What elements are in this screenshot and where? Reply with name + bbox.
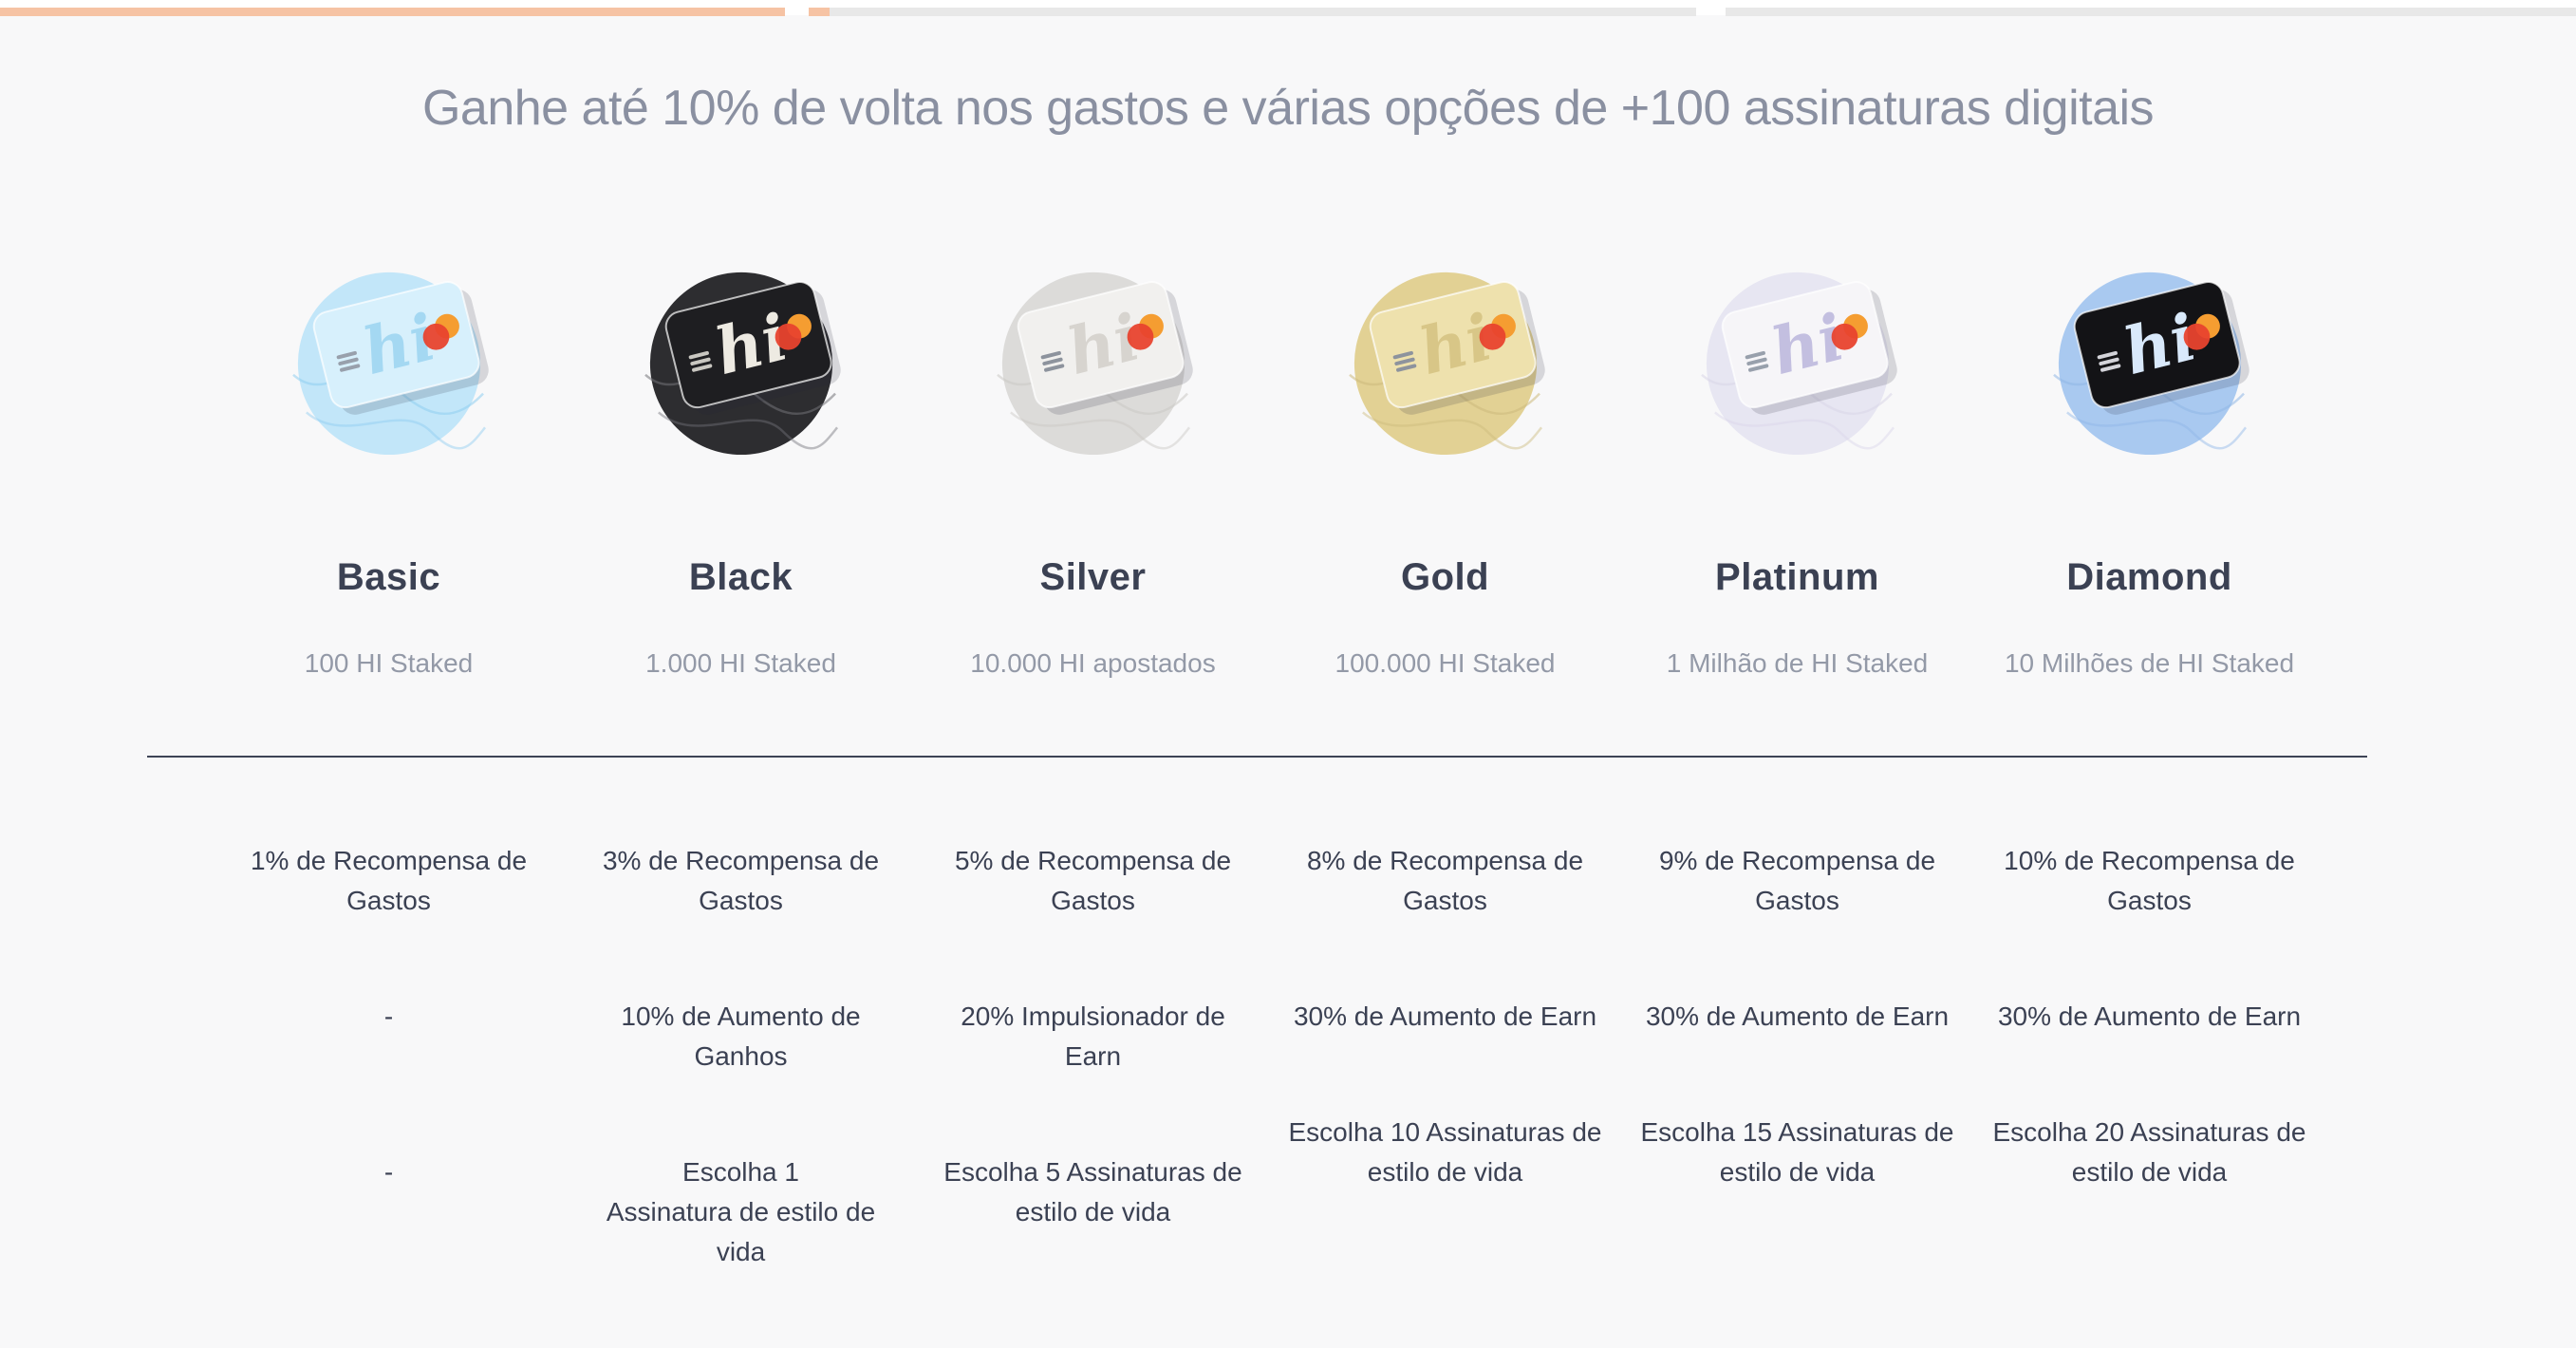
carousel-progress-segment-1[interactable]	[0, 8, 785, 16]
benefit-subscriptions: -	[383, 1157, 394, 1187]
tier-name: Gold	[1400, 556, 1490, 598]
mastercard-icon	[775, 313, 812, 350]
basic-card-icon: hi	[291, 271, 489, 456]
card-chip-icon	[2097, 350, 2120, 372]
card-chip-icon	[336, 350, 360, 372]
carousel-progress-fill	[809, 8, 831, 16]
tier-name: Platinum	[1715, 556, 1879, 598]
benefit-spend-reward: 9% de Recompensa de Gastos	[1658, 846, 1936, 915]
carousel-progress-bar	[0, 0, 2576, 16]
mastercard-icon	[2183, 313, 2220, 350]
card-chip-icon	[688, 350, 712, 372]
card-chip-icon	[1040, 350, 1064, 372]
tier-column-silver: hi Silver 10.000 HI apostados	[917, 258, 1269, 678]
tier-staked-amount: 1 Milhão de HI Staked	[1666, 648, 1929, 678]
tier-staked-amount: 10 Milhões de HI Staked	[2004, 648, 2295, 678]
tier-staked-amount: 100.000 HI Staked	[1335, 648, 1556, 678]
platinum-card-icon: hi	[1700, 271, 1897, 456]
benefit-spend-reward: 3% de Recompensa de Gastos	[602, 846, 880, 915]
benefit-subscriptions: Escolha 10 Assinaturas de estilo de vida	[1288, 1117, 1602, 1187]
gold-card-icon: hi	[1348, 271, 1545, 456]
tier-staked-amount: 10.000 HI apostados	[970, 648, 1216, 678]
benefit-subscriptions: Escolha 5 Assinaturas de estilo de vida	[943, 1157, 1242, 1226]
benefit-spend-reward: 1% de Recompensa de Gastos	[250, 846, 528, 915]
benefit-earn-boost: 30% de Aumento de Earn	[1293, 1002, 1597, 1031]
benefit-subscriptions: Escolha 20 Assinaturas de estilo de vida	[1992, 1117, 2306, 1187]
benefits-column-black: 3% de Recompensa de Gastos 10% de Aument…	[565, 841, 917, 1348]
tier-staked-amount: 1.000 HI Staked	[645, 648, 836, 678]
carousel-progress-segment-2[interactable]	[809, 8, 1696, 16]
mastercard-icon	[1127, 313, 1164, 350]
card-chip-icon	[1745, 350, 1768, 372]
benefit-earn-boost: 10% de Aumento de Ganhos	[621, 1002, 861, 1071]
benefit-earn-boost: 20% Impulsionador de Earn	[961, 1002, 1225, 1071]
benefit-spend-reward: 5% de Recompensa de Gastos	[954, 846, 1232, 915]
benefits-column-platinum: 9% de Recompensa de Gastos 30% de Aument…	[1621, 841, 1973, 1268]
tier-column-basic: hi Basic 100 HI Staked	[213, 258, 565, 678]
tier-column-gold: hi Gold 100.000 HI Staked	[1269, 258, 1621, 678]
carousel-progress-fill	[0, 8, 785, 16]
benefit-subscriptions: Escolha 1 Assinatura de estilo de vida	[606, 1157, 876, 1266]
mastercard-icon	[422, 313, 459, 350]
page-title: Ganhe até 10% de volta nos gastos e vári…	[421, 81, 2155, 136]
tier-name: Basic	[336, 556, 441, 598]
benefit-spend-reward: 8% de Recompensa de Gastos	[1306, 846, 1584, 915]
tiers-header-row: hi Basic 100 HI Staked	[213, 258, 2325, 678]
diamond-card-icon: hi	[2052, 271, 2249, 456]
benefit-spend-reward: 10% de Recompensa de Gastos	[2004, 846, 2295, 915]
tier-column-platinum: hi Platinum 1 Milhão de HI Staked	[1621, 258, 1973, 678]
tier-staked-amount: 100 HI Staked	[304, 648, 474, 678]
benefit-earn-boost: 30% de Aumento de Earn	[1645, 1002, 1950, 1031]
tier-name: Silver	[1039, 556, 1147, 598]
tier-column-diamond: hi Diamond 10 Milhões de HI Staked	[1973, 258, 2325, 678]
benefits-column-silver: 5% de Recompensa de Gastos 20% Impulsion…	[917, 841, 1269, 1308]
black-card-icon: hi	[644, 271, 841, 456]
card-chip-icon	[1392, 350, 1416, 372]
benefit-earn-boost: -	[383, 1002, 394, 1031]
silver-card-icon: hi	[996, 271, 1193, 456]
benefit-earn-boost: 30% de Aumento de Earn	[1997, 1002, 2302, 1031]
benefits-column-diamond: 10% de Recompensa de Gastos 30% de Aumen…	[1973, 841, 2325, 1268]
section-divider	[147, 756, 2367, 758]
tier-name: Black	[688, 556, 793, 598]
benefit-subscriptions: Escolha 15 Assinaturas de estilo de vida	[1640, 1117, 1954, 1187]
carousel-progress-segment-3[interactable]	[1726, 8, 2576, 16]
benefits-row: 1% de Recompensa de Gastos - - 3% de Rec…	[213, 841, 2325, 1348]
benefits-column-gold: 8% de Recompensa de Gastos 30% de Aument…	[1269, 841, 1621, 1268]
benefits-column-basic: 1% de Recompensa de Gastos - -	[213, 841, 565, 1268]
tier-column-black: hi Black 1.000 HI Staked	[565, 258, 917, 678]
mastercard-icon	[1831, 313, 1868, 350]
mastercard-icon	[1479, 313, 1516, 350]
tier-name: Diamond	[2066, 556, 2232, 598]
